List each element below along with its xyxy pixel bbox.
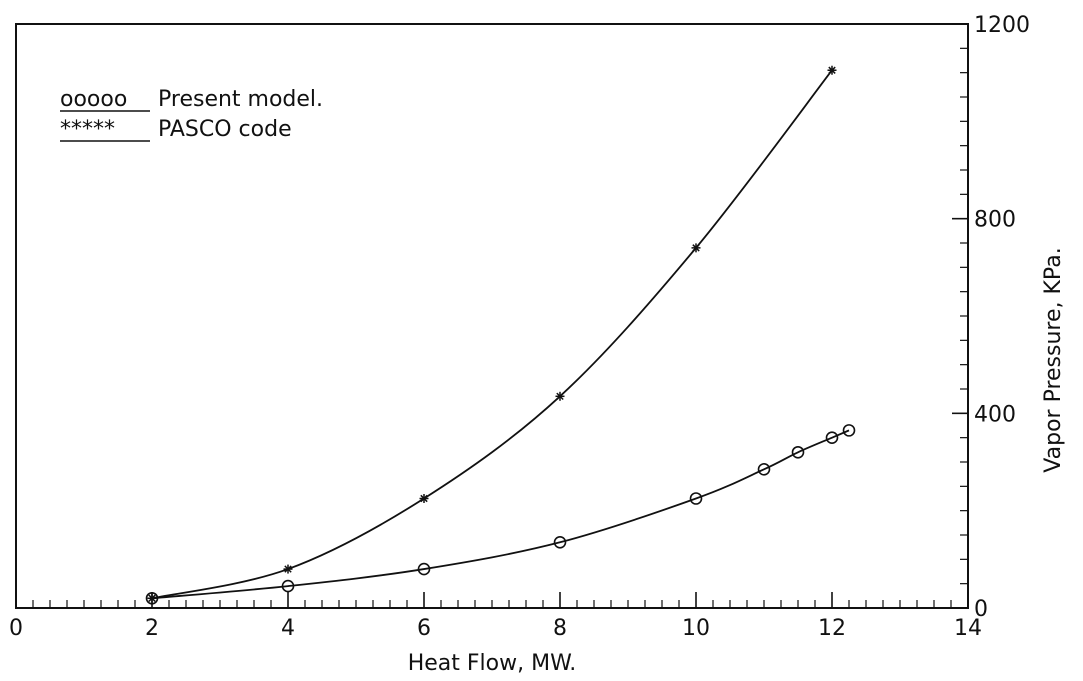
y-tick-label: 400 — [974, 402, 1016, 427]
legend-symbol-pasco-code: ***** — [60, 117, 115, 142]
x-tick-label: 0 — [9, 616, 23, 641]
data-point-pasco-code — [419, 494, 429, 503]
series-present-model — [145, 424, 856, 605]
star-stroke — [284, 565, 292, 573]
major-ticks — [15, 23, 969, 609]
x-tick-label: 10 — [682, 616, 710, 641]
data-point-pasco-code — [555, 391, 565, 401]
star-stroke — [420, 494, 428, 503]
data-point-present-model — [791, 445, 805, 459]
legend: ooooo Present model. ***** PASCO code — [60, 87, 323, 142]
star-stroke — [828, 66, 836, 74]
series-line-pasco-code — [151, 69, 833, 600]
star-stroke — [556, 392, 564, 401]
data-point-pasco-code — [827, 65, 837, 75]
y-tick-label: 1200 — [974, 13, 1030, 38]
series-line-present-model — [151, 429, 850, 600]
series-group — [145, 65, 856, 605]
x-tick-label: 8 — [553, 616, 567, 641]
data-point-pasco-code — [147, 593, 157, 603]
data-point-present-model — [842, 424, 856, 437]
y-tick-label: 0 — [974, 597, 988, 622]
data-point-present-model — [757, 462, 771, 476]
data-point-present-model — [417, 562, 431, 576]
data-point-present-model — [553, 535, 567, 549]
x-tick-label: 2 — [145, 616, 159, 641]
y-tick-labels: 0 400 800 1200 — [974, 13, 1030, 622]
legend-label-present-model: Present model. — [158, 87, 323, 112]
data-point-present-model — [689, 492, 703, 505]
x-tick-label: 14 — [954, 616, 982, 641]
x-axis-title: Heat Flow, MW. — [408, 651, 577, 676]
minor-ticks — [32, 47, 968, 608]
legend-label-pasco-code: PASCO code — [158, 117, 292, 142]
data-point-present-model — [825, 431, 839, 444]
data-point-present-model — [145, 591, 159, 605]
y-tick-label: 800 — [974, 208, 1016, 233]
data-point-pasco-code — [283, 564, 293, 574]
x-tick-labels: 0 2 4 6 8 10 12 14 — [9, 616, 982, 641]
x-tick-label: 4 — [281, 616, 295, 641]
x-tick-label: 12 — [818, 616, 846, 641]
x-tick-label: 6 — [417, 616, 431, 641]
data-point-pasco-code — [691, 243, 701, 253]
data-point-present-model — [281, 579, 295, 593]
star-stroke — [148, 594, 156, 602]
series-pasco-code — [147, 65, 837, 603]
star-stroke — [692, 244, 700, 252]
legend-symbol-present-model: ooooo — [60, 87, 127, 112]
y-axis-title: Vapor Pressure, KPa. — [1041, 247, 1066, 472]
